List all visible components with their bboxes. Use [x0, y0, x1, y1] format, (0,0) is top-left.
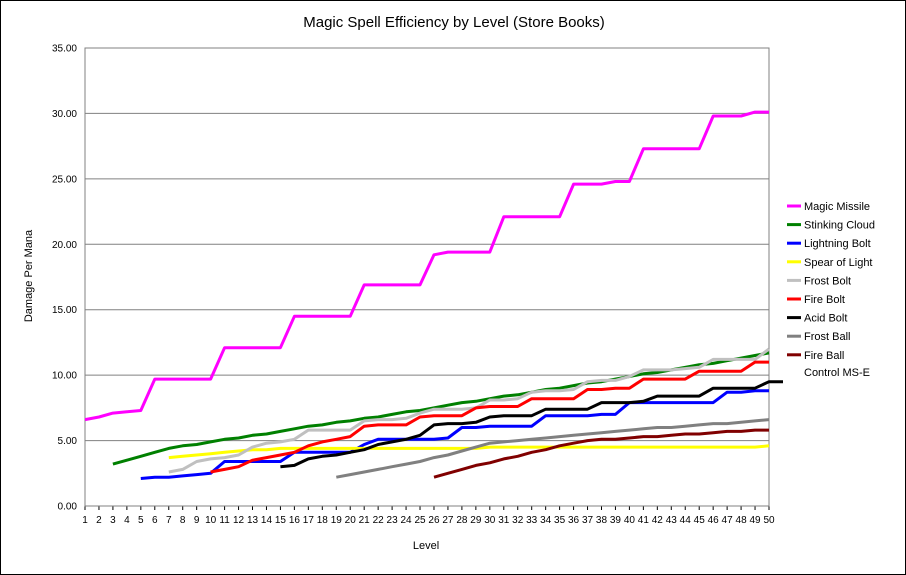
y-tick-label: 0.00 [58, 502, 78, 513]
legend-label-lightning-bolt: Lightning Bolt [804, 238, 871, 250]
legend-label-magic-missile: Magic Missile [804, 201, 870, 213]
x-tick-label: 24 [400, 515, 412, 526]
x-tick-label: 3 [110, 515, 116, 526]
legend-label-spear-of-light: Spear of Light [804, 257, 873, 269]
x-tick-label: 33 [526, 515, 538, 526]
legend-label-frost-ball: Frost Ball [804, 331, 850, 343]
x-tick-label: 13 [247, 515, 259, 526]
x-tick-label: 7 [166, 515, 172, 526]
x-tick-label: 32 [512, 515, 524, 526]
y-tick-label: 20.00 [52, 240, 77, 251]
x-tick-label: 10 [205, 515, 217, 526]
legend-label-fire-bolt: Fire Bolt [804, 294, 845, 306]
x-tick-label: 41 [638, 515, 650, 526]
x-tick-label: 8 [180, 515, 186, 526]
x-tick-label: 35 [554, 515, 566, 526]
x-tick-label: 12 [233, 515, 245, 526]
x-tick-label: 46 [708, 515, 720, 526]
x-tick-label: 38 [596, 515, 608, 526]
series-line-frost-ball [336, 418, 770, 479]
x-tick-label: 15 [275, 515, 287, 526]
x-tick-label: 21 [359, 515, 371, 526]
series-line-stinking-cloud [112, 351, 770, 466]
x-tick-label: 29 [470, 515, 482, 526]
y-tick-label: 35.00 [52, 44, 77, 55]
x-tick-label: 27 [442, 515, 454, 526]
y-tick-label: 15.00 [52, 305, 77, 316]
x-tick-label: 37 [582, 515, 594, 526]
legend-label-frost-bolt: Frost Bolt [804, 275, 851, 287]
series-line-frost-bolt [168, 347, 770, 474]
x-tick-label: 47 [722, 515, 734, 526]
x-tick-label: 50 [763, 515, 775, 526]
x-tick-label: 23 [387, 515, 399, 526]
x-axis-label: Level [413, 540, 439, 552]
x-tick-label: 43 [666, 515, 678, 526]
legend: Control MS-E Magic Missile Stinking Cloud… [787, 201, 875, 379]
x-tick-label: 17 [303, 515, 315, 526]
y-tick-label: 5.00 [58, 436, 78, 447]
x-tick-label: 20 [345, 515, 357, 526]
gridlines [84, 47, 770, 510]
x-tick-label: 40 [624, 515, 636, 526]
x-tick-label: 5 [138, 515, 144, 526]
y-tick-label: 30.00 [52, 109, 77, 120]
x-tick-label: 18 [317, 515, 329, 526]
y-tick-label: 10.00 [52, 371, 77, 382]
x-tick-label: 31 [498, 515, 510, 526]
x-tick-label: 6 [152, 515, 158, 526]
chart-title: Magic Spell Efficiency by Level (Store B… [303, 14, 605, 31]
x-tick-label: 25 [414, 515, 426, 526]
series-line-fire-ball [433, 428, 769, 479]
legend-label-acid-bolt: Acid Bolt [804, 313, 847, 325]
x-tick-label: 22 [373, 515, 385, 526]
x-tick-label: 1 [82, 515, 88, 526]
y-tick-label: 25.00 [52, 174, 77, 185]
plot-area [84, 47, 770, 507]
x-tick-label: 34 [540, 515, 552, 526]
x-tick-label: 36 [568, 515, 580, 526]
x-tick-label: 28 [456, 515, 468, 526]
x-tick-label: 2 [96, 515, 102, 526]
legend-label-stinking-cloud: Stinking Cloud [804, 220, 875, 232]
x-tick-label: 9 [194, 515, 200, 526]
series-lines [84, 110, 783, 480]
x-tick-label: 44 [680, 515, 692, 526]
x-tick-label: 48 [736, 515, 748, 526]
series-line-acid-bolt [280, 380, 783, 469]
series-line-magic-missile [84, 110, 769, 422]
legend-extra-label: Control MS-E [804, 367, 870, 379]
x-tick-label: 26 [428, 515, 440, 526]
x-tick-label: 11 [219, 515, 230, 526]
series-line-fire-bolt [210, 360, 769, 474]
series-line-lightning-bolt [140, 389, 769, 480]
x-tick-labels: 1 2 3 4 5 6 7 8 9 10 11 12 13 14 15 16 17 18 19 20 21 22 23 24 2… [82, 515, 775, 526]
legend-label-fire-ball: Fire Ball [804, 350, 844, 362]
x-tick-label: 45 [694, 515, 706, 526]
x-tick-label: 30 [484, 515, 496, 526]
y-tick-labels: 0.00 5.00 10.00 15.00 20.00 25.00 30.00 35.00 [52, 44, 77, 513]
x-tick-label: 16 [289, 515, 301, 526]
x-tick-label: 19 [331, 515, 343, 526]
y-axis-label: Damage Per Mana [23, 229, 35, 322]
x-tick-label: 39 [610, 515, 622, 526]
x-tick-label: 42 [652, 515, 664, 526]
x-tick-label: 4 [124, 515, 130, 526]
x-tick-label: 49 [749, 515, 761, 526]
x-tick-label: 14 [261, 515, 273, 526]
